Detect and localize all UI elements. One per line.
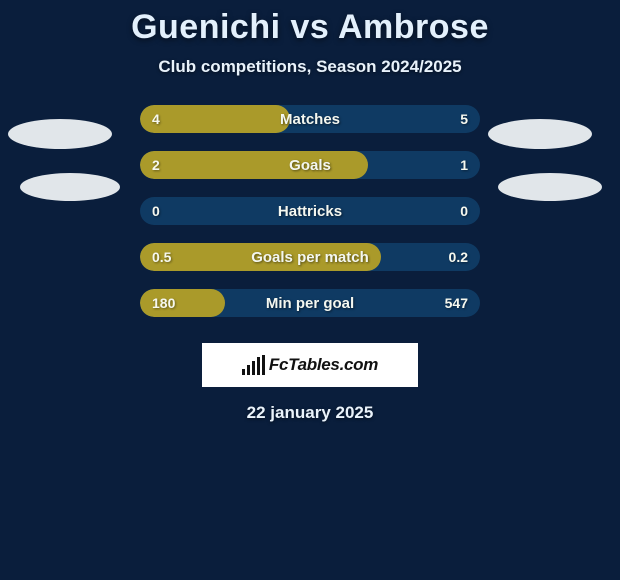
player-marker [498,173,602,201]
stat-label: Hattricks [140,197,480,225]
stat-row: 2Goals1 [140,151,480,179]
comparison-chart: 4Matches5 2Goals1 0Hattricks0 0.5Goals per … [0,105,620,335]
date-label: 22 january 2025 [0,403,620,423]
stat-row: 180Min per goal547 [140,289,480,317]
bar-chart-icon [242,355,265,375]
page-title: Guenichi vs Ambrose [0,0,620,47]
stat-value-left: 4 [152,105,160,133]
player-marker [488,119,592,149]
stat-value-right: 0.2 [449,243,468,271]
stat-value-left: 2 [152,151,160,179]
brand-text: FcTables.com [269,355,378,375]
stat-row: 0.5Goals per match0.2 [140,243,480,271]
stat-value-left: 0 [152,197,160,225]
player-marker [8,119,112,149]
stat-value-right: 5 [460,105,468,133]
bars-container: 4Matches5 2Goals1 0Hattricks0 0.5Goals per … [140,105,480,317]
stat-value-left: 180 [152,289,175,317]
player-marker [20,173,120,201]
brand-logo[interactable]: FcTables.com [202,343,418,387]
stat-value-right: 547 [445,289,468,317]
stat-row: 4Matches5 [140,105,480,133]
stat-bar-fill [140,151,368,179]
stat-bar-fill [140,243,381,271]
stat-value-right: 0 [460,197,468,225]
stat-bar-fill [140,105,290,133]
subtitle: Club competitions, Season 2024/2025 [0,57,620,77]
stat-row: 0Hattricks0 [140,197,480,225]
stat-value-left: 0.5 [152,243,171,271]
stat-value-right: 1 [460,151,468,179]
